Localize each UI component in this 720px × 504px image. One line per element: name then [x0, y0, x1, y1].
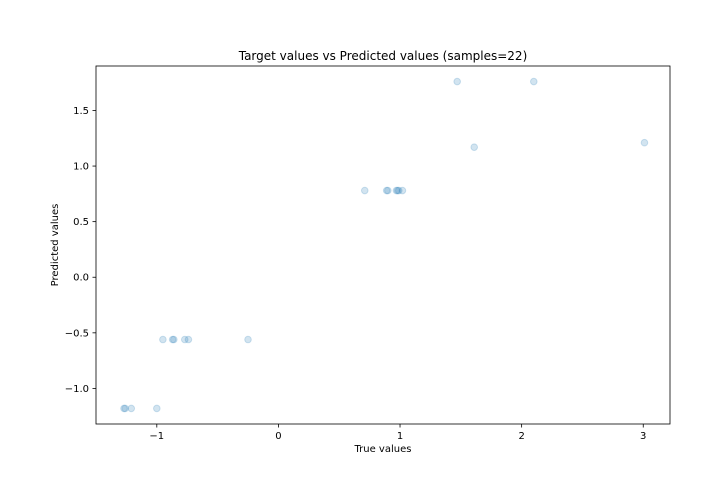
- x-tick-label: −1: [149, 431, 164, 442]
- points-layer: [120, 77, 649, 413]
- x-axis-label: True values: [354, 444, 412, 455]
- x-tick-label: 0: [275, 431, 281, 442]
- data-point: [640, 138, 649, 147]
- x-axis-ticks: −1 0 1 2 3: [149, 424, 646, 442]
- data-point: [180, 335, 189, 344]
- y-tick-label: 1.0: [73, 162, 89, 173]
- data-point: [168, 335, 177, 344]
- data-point: [127, 404, 136, 413]
- plot-area-frame: [95, 65, 671, 425]
- data-point: [153, 404, 161, 413]
- data-point: [184, 335, 193, 344]
- y-tick-label: −1.0: [65, 384, 89, 395]
- y-tick-label: 0.0: [73, 273, 89, 284]
- data-point: [121, 404, 129, 413]
- data-point: [384, 186, 392, 195]
- data-point: [170, 335, 178, 344]
- data-point: [470, 143, 479, 151]
- x-tick-label: 1: [397, 431, 403, 442]
- data-point: [529, 77, 538, 86]
- data-point: [244, 335, 252, 344]
- data-point: [395, 186, 403, 195]
- x-tick-label: 3: [640, 431, 646, 442]
- y-axis-ticks: −1.0 −0.5 0.0 0.5 1.0 1.5: [65, 106, 96, 395]
- data-point: [393, 186, 402, 195]
- data-point: [120, 404, 128, 413]
- data-point: [159, 335, 167, 344]
- chart-title: Target values vs Predicted values (sampl…: [238, 49, 528, 63]
- data-point: [360, 186, 369, 195]
- x-tick-label: 2: [518, 431, 524, 442]
- y-axis-label: Predicted values: [50, 204, 61, 287]
- data-point: [453, 77, 461, 86]
- y-tick-label: 0.5: [73, 217, 89, 228]
- y-tick-label: −0.5: [65, 328, 89, 339]
- data-point: [382, 186, 391, 195]
- data-point: [392, 186, 401, 195]
- y-tick-label: 1.5: [73, 106, 89, 117]
- data-point: [398, 186, 407, 195]
